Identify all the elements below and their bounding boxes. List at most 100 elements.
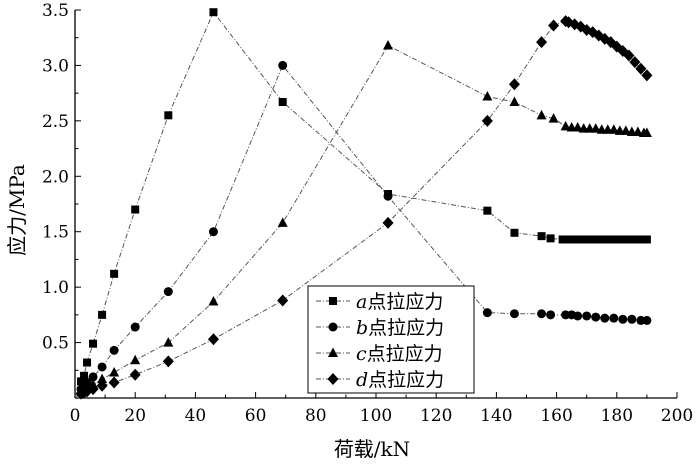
series-a-line [80,11,647,382]
series-b-point [97,362,107,372]
series-a-point [594,235,603,244]
series-c-point [548,113,559,123]
series-b-point [383,191,393,201]
series-d-point [641,69,653,82]
series-a-point [546,234,555,243]
legend-label-letter: b [356,317,368,339]
legend-label-text: 点拉应力 [367,343,443,365]
x-tick-label: 80 [305,406,327,426]
legend-label-letter: c [356,343,367,365]
series-a-point [630,235,639,244]
series-a-point [576,235,585,244]
series-b-point [130,322,140,332]
series-a-point [624,235,633,244]
series-d-point [108,376,120,389]
x-tick-label: 160 [540,406,572,426]
series-d-point [87,383,99,396]
series-b-point [482,308,492,318]
series-c-point [536,109,547,120]
series-b-point [591,312,601,322]
x-tick-label: 20 [124,406,146,426]
x-tick-label: 120 [420,406,452,426]
series-a-point [278,98,287,107]
series-d-point [96,379,108,392]
x-tick-label: 40 [185,406,207,426]
legend-label-letter: d [356,369,368,391]
series-b-point [109,345,119,355]
series-a-point [131,205,140,214]
series-b-point [82,377,92,387]
series-a-point [537,232,546,241]
series-layer [75,8,653,400]
series-b-point [537,309,547,319]
series-a-point [83,358,92,367]
series-b-point [163,287,173,297]
series-b-point [642,315,652,325]
series-c-point [560,120,571,131]
series-a-point [558,235,567,244]
series-b-point [582,311,592,321]
y-tick-label: 3.5 [42,1,69,21]
series-c-point [130,354,141,365]
series-c-point [572,122,583,132]
series-a-point [164,111,173,120]
series-c-point [620,125,631,135]
x-tick-label: 140 [480,406,512,426]
series-c-point [97,373,108,384]
series-a-point [510,228,519,237]
series-c-point [509,96,520,107]
series-b-point [88,372,98,382]
series-a-point [98,310,107,319]
series-c-point [163,337,174,347]
y-tick-label: 0.5 [42,334,69,354]
series-b-point [573,311,583,321]
series-d-point [207,333,219,346]
legend-label-a: a点拉应力 [356,291,443,313]
legend-marker-a [329,297,337,305]
series-b-point [509,309,519,319]
series-c-point [608,124,619,134]
legend-label-b: b点拉应力 [356,317,444,339]
legend-label-text: 点拉应力 [367,291,443,313]
y-tick-label: 3.0 [42,56,69,76]
axes: 0 20 40 60 80 100 120 140 160 180 200 0.5 1.0 1.5 2.0 2… [42,1,693,426]
series-c-point [383,39,394,50]
series-b-point [546,310,556,320]
x-tick-label: 60 [245,406,267,426]
x-tick-label: 180 [601,406,633,426]
y-tick-label: 1.5 [42,223,69,243]
x-axis-title: 荷载/kN [334,437,410,461]
series-a-point [570,235,579,244]
series-d-point [623,49,635,62]
series-d-point [481,114,493,127]
legend-label-text: 点拉应力 [368,369,444,391]
y-axis-title: 应力/MPa [5,164,29,256]
series-b-point [208,227,218,237]
x-tick-label: 0 [70,406,81,426]
series-c-point [208,296,219,306]
series-c-point [632,126,643,136]
series-b-point [278,60,288,70]
series-a-point [606,235,615,244]
series-a-point [89,339,98,348]
series-d-point [635,62,647,75]
series-a-point [636,235,645,244]
series-a-point [588,235,597,244]
legend-marker-b [328,322,338,332]
series-d-point [129,368,141,381]
series-d-point [277,294,289,307]
series-a-point [642,235,651,244]
series-d-point [536,36,548,49]
series-c-point [109,367,120,377]
series-c-point [641,127,652,138]
legend-label-c: c点拉应力 [356,343,443,365]
legend-label-letter: a [356,291,367,313]
series-a-point [483,206,492,215]
series-b-point [618,314,628,324]
series-d-point [162,355,174,368]
series-d-point [508,78,520,91]
series-a-point [612,235,621,244]
series-b-point [600,313,610,323]
legend-label-d: d点拉应力 [356,369,444,391]
